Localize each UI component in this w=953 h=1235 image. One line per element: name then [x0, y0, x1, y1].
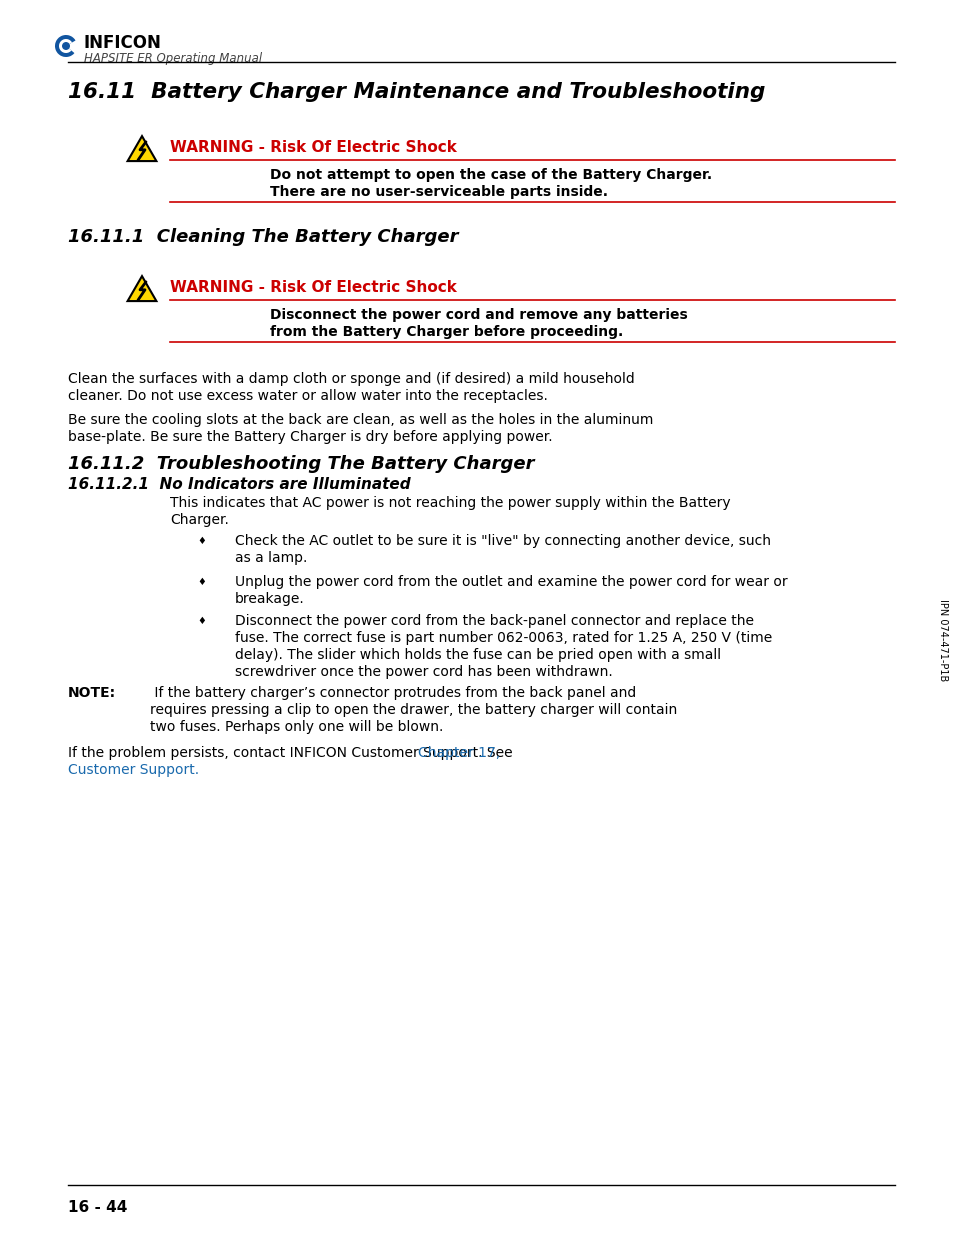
Text: breakage.: breakage.	[234, 592, 304, 606]
Text: as a lamp.: as a lamp.	[234, 551, 307, 564]
Text: INFICON: INFICON	[84, 35, 162, 52]
Text: If the problem persists, contact INFICON Customer Support. See: If the problem persists, contact INFICON…	[68, 746, 517, 760]
Text: fuse. The correct fuse is part number 062-0063, rated for 1.25 A, 250 V (time: fuse. The correct fuse is part number 06…	[234, 631, 771, 645]
Text: Charger.: Charger.	[170, 513, 229, 527]
Text: There are no user-serviceable parts inside.: There are no user-serviceable parts insi…	[270, 185, 607, 199]
Text: WARNING - Risk Of Electric Shock: WARNING - Risk Of Electric Shock	[170, 140, 456, 156]
Text: If the battery charger’s connector protrudes from the back panel and: If the battery charger’s connector protr…	[150, 685, 636, 700]
Text: delay). The slider which holds the fuse can be pried open with a small: delay). The slider which holds the fuse …	[234, 648, 720, 662]
Text: Check the AC outlet to be sure it is "live" by connecting another device, such: Check the AC outlet to be sure it is "li…	[234, 534, 770, 548]
Text: 16.11  Battery Charger Maintenance and Troubleshooting: 16.11 Battery Charger Maintenance and Tr…	[68, 82, 764, 103]
Text: Customer Support.: Customer Support.	[68, 763, 199, 777]
Text: IPN 074-471-P1B: IPN 074-471-P1B	[937, 599, 947, 682]
Text: This indicates that AC power is not reaching the power supply within the Battery: This indicates that AC power is not reac…	[170, 496, 730, 510]
Wedge shape	[55, 35, 75, 57]
Wedge shape	[59, 40, 72, 53]
Text: screwdriver once the power cord has been withdrawn.: screwdriver once the power cord has been…	[234, 664, 612, 679]
Text: Disconnect the power cord from the back-panel connector and replace the: Disconnect the power cord from the back-…	[234, 614, 753, 629]
Circle shape	[62, 42, 70, 49]
Text: WARNING - Risk Of Electric Shock: WARNING - Risk Of Electric Shock	[170, 280, 456, 295]
Text: Be sure the cooling slots at the back are clean, as well as the holes in the alu: Be sure the cooling slots at the back ar…	[68, 412, 653, 427]
Polygon shape	[128, 136, 156, 161]
Text: Clean the surfaces with a damp cloth or sponge and (if desired) a mild household: Clean the surfaces with a damp cloth or …	[68, 372, 634, 387]
Text: from the Battery Charger before proceeding.: from the Battery Charger before proceedi…	[270, 325, 622, 338]
Text: base-plate. Be sure the Battery Charger is dry before applying power.: base-plate. Be sure the Battery Charger …	[68, 430, 552, 445]
Text: Chapter 17,: Chapter 17,	[417, 746, 499, 760]
Text: NOTE:: NOTE:	[68, 685, 116, 700]
Text: requires pressing a clip to open the drawer, the battery charger will contain: requires pressing a clip to open the dra…	[150, 703, 677, 718]
Text: ♦: ♦	[196, 577, 206, 587]
Text: Do not attempt to open the case of the Battery Charger.: Do not attempt to open the case of the B…	[270, 168, 711, 182]
Text: 16.11.2.1  No Indicators are Illuminated: 16.11.2.1 No Indicators are Illuminated	[68, 477, 410, 492]
Text: cleaner. Do not use excess water or allow water into the receptacles.: cleaner. Do not use excess water or allo…	[68, 389, 547, 403]
Text: 16.11.2  Troubleshooting The Battery Charger: 16.11.2 Troubleshooting The Battery Char…	[68, 454, 534, 473]
Text: ♦: ♦	[196, 616, 206, 626]
Text: 16.11.1  Cleaning The Battery Charger: 16.11.1 Cleaning The Battery Charger	[68, 228, 458, 246]
Polygon shape	[128, 277, 156, 301]
Text: Unplug the power cord from the outlet and examine the power cord for wear or: Unplug the power cord from the outlet an…	[234, 576, 787, 589]
Text: Disconnect the power cord and remove any batteries: Disconnect the power cord and remove any…	[270, 308, 687, 322]
Text: HAPSITE ER Operating Manual: HAPSITE ER Operating Manual	[84, 52, 262, 65]
Text: ♦: ♦	[196, 536, 206, 546]
Text: two fuses. Perhaps only one will be blown.: two fuses. Perhaps only one will be blow…	[150, 720, 443, 734]
Text: 16 - 44: 16 - 44	[68, 1200, 128, 1215]
